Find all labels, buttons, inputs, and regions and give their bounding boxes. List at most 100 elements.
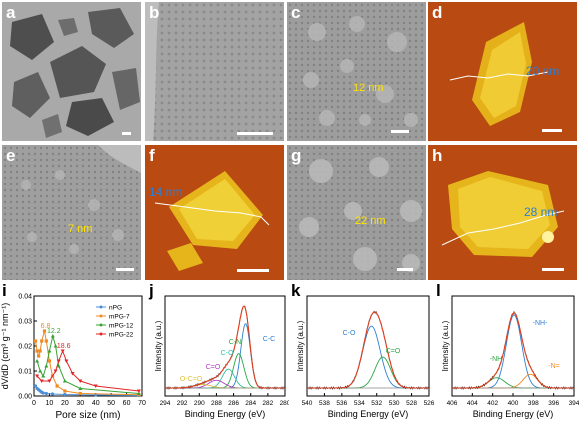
panel-d-annotation: 20 nm [526,64,560,78]
chart-j-peak-label: C-C [263,336,275,343]
chart-i-xtick-label: 70 [138,400,146,407]
chart-l-xtick-label: 394 [569,400,579,407]
chart-j-xtick-label: 290 [194,400,205,407]
chart-l-frame [451,295,575,397]
chart-i-point-mPG-7 [78,391,82,396]
chart-i-point-mPG-22 [70,372,75,376]
chart-j-xtick-label: 288 [211,400,222,407]
panel-c-image [287,2,426,141]
panel-a-label: a [6,3,16,22]
panel-a-image [2,2,141,141]
chart-i-ytick-label: 0.02 [18,344,32,351]
chart-k-raw-curve [306,310,430,390]
chart-i-point-mPG-22 [47,379,52,383]
chart-l-peak--NH [451,377,574,389]
chart-l-peak-label: -NH- [533,320,548,327]
panel-f: f 14 nm [145,145,284,280]
chart-i-legend-marker-mPG-7 [99,314,103,318]
chart-l-xtick-label: 396 [548,400,559,407]
chart-i-point-mPG-12 [38,369,43,373]
panel-i-label: i [2,282,7,300]
chart-i-xtick-label: 60 [123,400,131,407]
chart-j-peak-label: C-N [229,339,241,346]
panel-d-label: d [432,3,443,22]
panel-b-image [145,2,284,141]
chart-i-xtick-label: 20 [61,400,69,407]
chart-i-point-mPG-12 [136,391,141,395]
chart-i-xtick-label: 40 [92,400,100,407]
chart-i-point-mPG-22 [39,379,44,383]
chart-k-peak-C=O [307,356,429,389]
chart-i-point-nPG [41,391,45,395]
chart-k-xtick-label: 530 [389,400,400,407]
panel-h-scalebar [542,268,564,271]
chart-i-point-mPG-7 [40,339,44,343]
chart-j-ylabel: Intensity (a.u.) [154,320,163,371]
panel-g: g 22 nm [287,145,426,280]
panel-g-label: g [291,146,302,165]
panel-f-annotation: 14 nm [149,185,183,199]
chart-i-point-mPG-12 [50,334,55,338]
chart-k-frame [306,295,430,397]
chart-l-peak-label: -N= [548,363,559,370]
panel-c-label: c [291,3,301,22]
chart-i-point-mPG-12 [47,349,52,353]
panel-e-annotation: 7 nm [68,223,93,235]
chart-k-peak-C-O [307,325,429,389]
chart-i-point-nPG [50,392,55,396]
chart-i-point-mPG-12 [56,364,61,368]
chart-i-point-mPG-7 [33,339,38,343]
chart-i-point-mPG-7 [47,359,52,363]
chart-k-ylabel: Intensity (a.u.) [296,320,305,371]
chart-j-xtick-label: 284 [245,400,256,407]
chart-i: 0 10 20 30 40 50 60 70 0.00 0.01 0.02 0.03 0.04 Pore … [0,294,146,422]
chart-j-peak-label: C=O [206,364,221,371]
chart-k-xlabel: Binding Energy (eV) [328,409,409,419]
chart-i-point-mPG-7 [44,339,48,343]
chart-i-point-mPG-12 [41,374,46,378]
chart-j-xtick-label: 282 [262,400,273,407]
chart-i-legend-label-mPG-7: mPG-7 [109,314,130,321]
chart-k-xtick-label: 536 [336,400,347,407]
chart-l-peak--NH- [452,314,574,389]
panel-f-image [145,145,284,280]
panel-g-image [287,145,426,280]
chart-i-point-mPG-22 [93,384,98,388]
chart-l-peak-label: -NH [490,356,502,363]
panel-i: i 0 10 20 30 40 50 60 70 0.00 0.01 0.02 0.03 0.04 Por… [0,282,147,425]
chart-i-legend-label-mPG-22: mPG-22 [109,332,134,339]
chart-k-xtick-label: 528 [406,400,417,407]
chart-l-envelope [451,312,574,389]
chart-k: 540 538 536 534 532 530 528 526 Binding Energy (… [296,295,434,419]
chart-j-peak-label: C-O [221,350,234,357]
chart-k-xtick-label: 532 [371,400,382,407]
chart-j-frame [164,295,286,397]
chart-i-legend-label-mPG-12: mPG-12 [109,323,134,330]
chart-l-xtick-label: 406 [447,400,458,407]
panel-j: j 294 292 290 288 286 284 282 280 Binding Energy… [147,282,289,425]
chart-i-point-mPG-22 [64,359,69,363]
panel-b: b [145,2,284,141]
chart-i-point-mPG-12 [44,364,49,368]
chart-j-xtick-label: 286 [228,400,239,407]
chart-i-point-mPG-12 [53,344,58,348]
panel-f-scalebar [237,269,269,272]
chart-i-point-mPG-22 [136,389,141,393]
chart-l-xtick-label: 402 [487,400,498,407]
chart-j: 294 292 290 288 286 284 282 280 Binding Energy (… [154,295,289,419]
chart-j-xtick-label: 280 [280,400,289,407]
panel-e-label: e [6,146,16,165]
panel-e: e 7 nm [2,145,141,280]
panel-k: k 540 538 536 534 532 530 528 526 Binding Energy… [289,282,434,425]
panel-a-scalebar [122,132,131,135]
chart-i-point-mPG-7 [42,329,47,333]
panel-l: l 406 404 402 400 398 396 394 Binding Energy (e… [434,282,579,425]
chart-i-ytick-label: 0.01 [18,369,32,376]
chart-i-point-nPG [44,391,48,396]
chart-i-legend-marker-nPG [99,305,103,309]
panel-a: a [2,2,141,141]
chart-k-envelope [307,311,429,389]
panel-l-label: l [436,282,441,300]
panel-c: c 12 nm [287,2,426,141]
chart-i-point-mPG-7 [37,354,41,358]
